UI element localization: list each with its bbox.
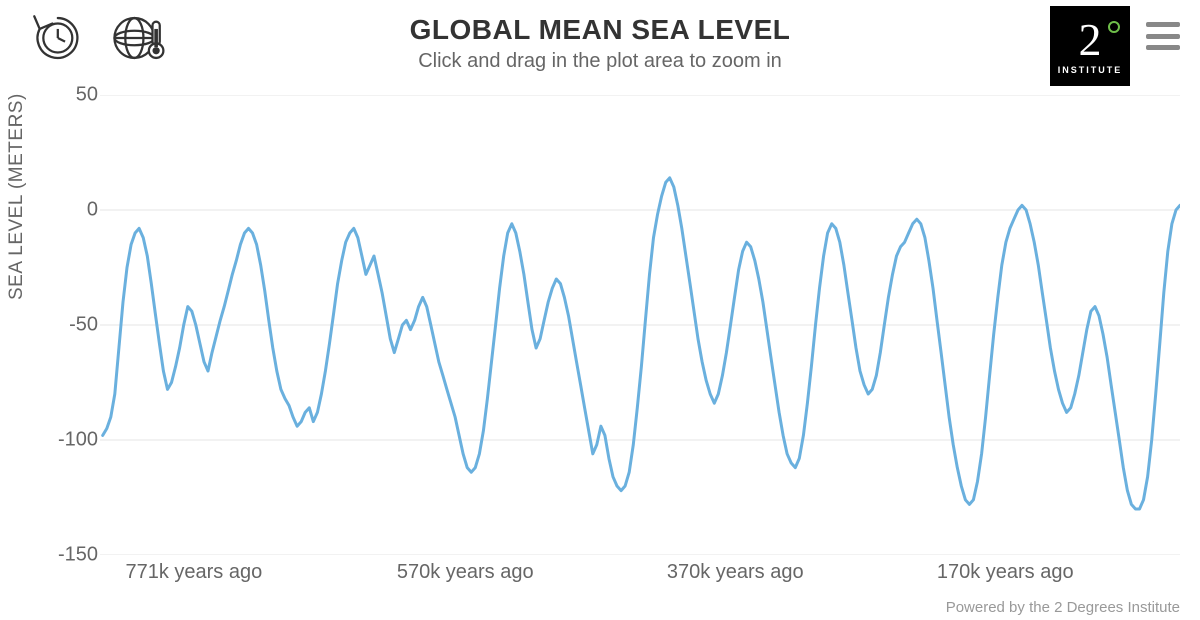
y-axis-label: SEA LEVEL (METERS) bbox=[6, 93, 28, 300]
tool-icons bbox=[24, 6, 170, 70]
chart-title: GLOBAL MEAN SEA LEVEL bbox=[0, 0, 1200, 46]
x-tick-label: 370k years ago bbox=[667, 561, 804, 584]
degree-icon bbox=[1108, 21, 1120, 33]
y-tick-label: -100 bbox=[58, 429, 98, 452]
plot-area[interactable] bbox=[100, 95, 1180, 555]
logo-word: INSTITUTE bbox=[1058, 65, 1123, 75]
y-tick-label: 50 bbox=[58, 84, 98, 107]
y-tick-label: 0 bbox=[58, 199, 98, 222]
x-tick-label: 170k years ago bbox=[937, 561, 1074, 584]
x-tick-label: 771k years ago bbox=[125, 561, 262, 584]
institute-logo[interactable]: 2 INSTITUTE bbox=[1050, 6, 1130, 86]
menu-icon[interactable] bbox=[1146, 22, 1180, 50]
logo-number: 2 bbox=[1079, 17, 1102, 63]
x-tick-label: 570k years ago bbox=[397, 561, 534, 584]
globe-thermometer-icon[interactable] bbox=[106, 6, 170, 70]
history-icon[interactable] bbox=[24, 6, 88, 70]
sea-level-line bbox=[103, 178, 1180, 509]
y-tick-label: -150 bbox=[58, 544, 98, 567]
y-tick-label: -50 bbox=[58, 314, 98, 337]
chart-subtitle: Click and drag in the plot area to zoom … bbox=[0, 50, 1200, 73]
credit-text: Powered by the 2 Degrees Institute bbox=[946, 599, 1180, 616]
